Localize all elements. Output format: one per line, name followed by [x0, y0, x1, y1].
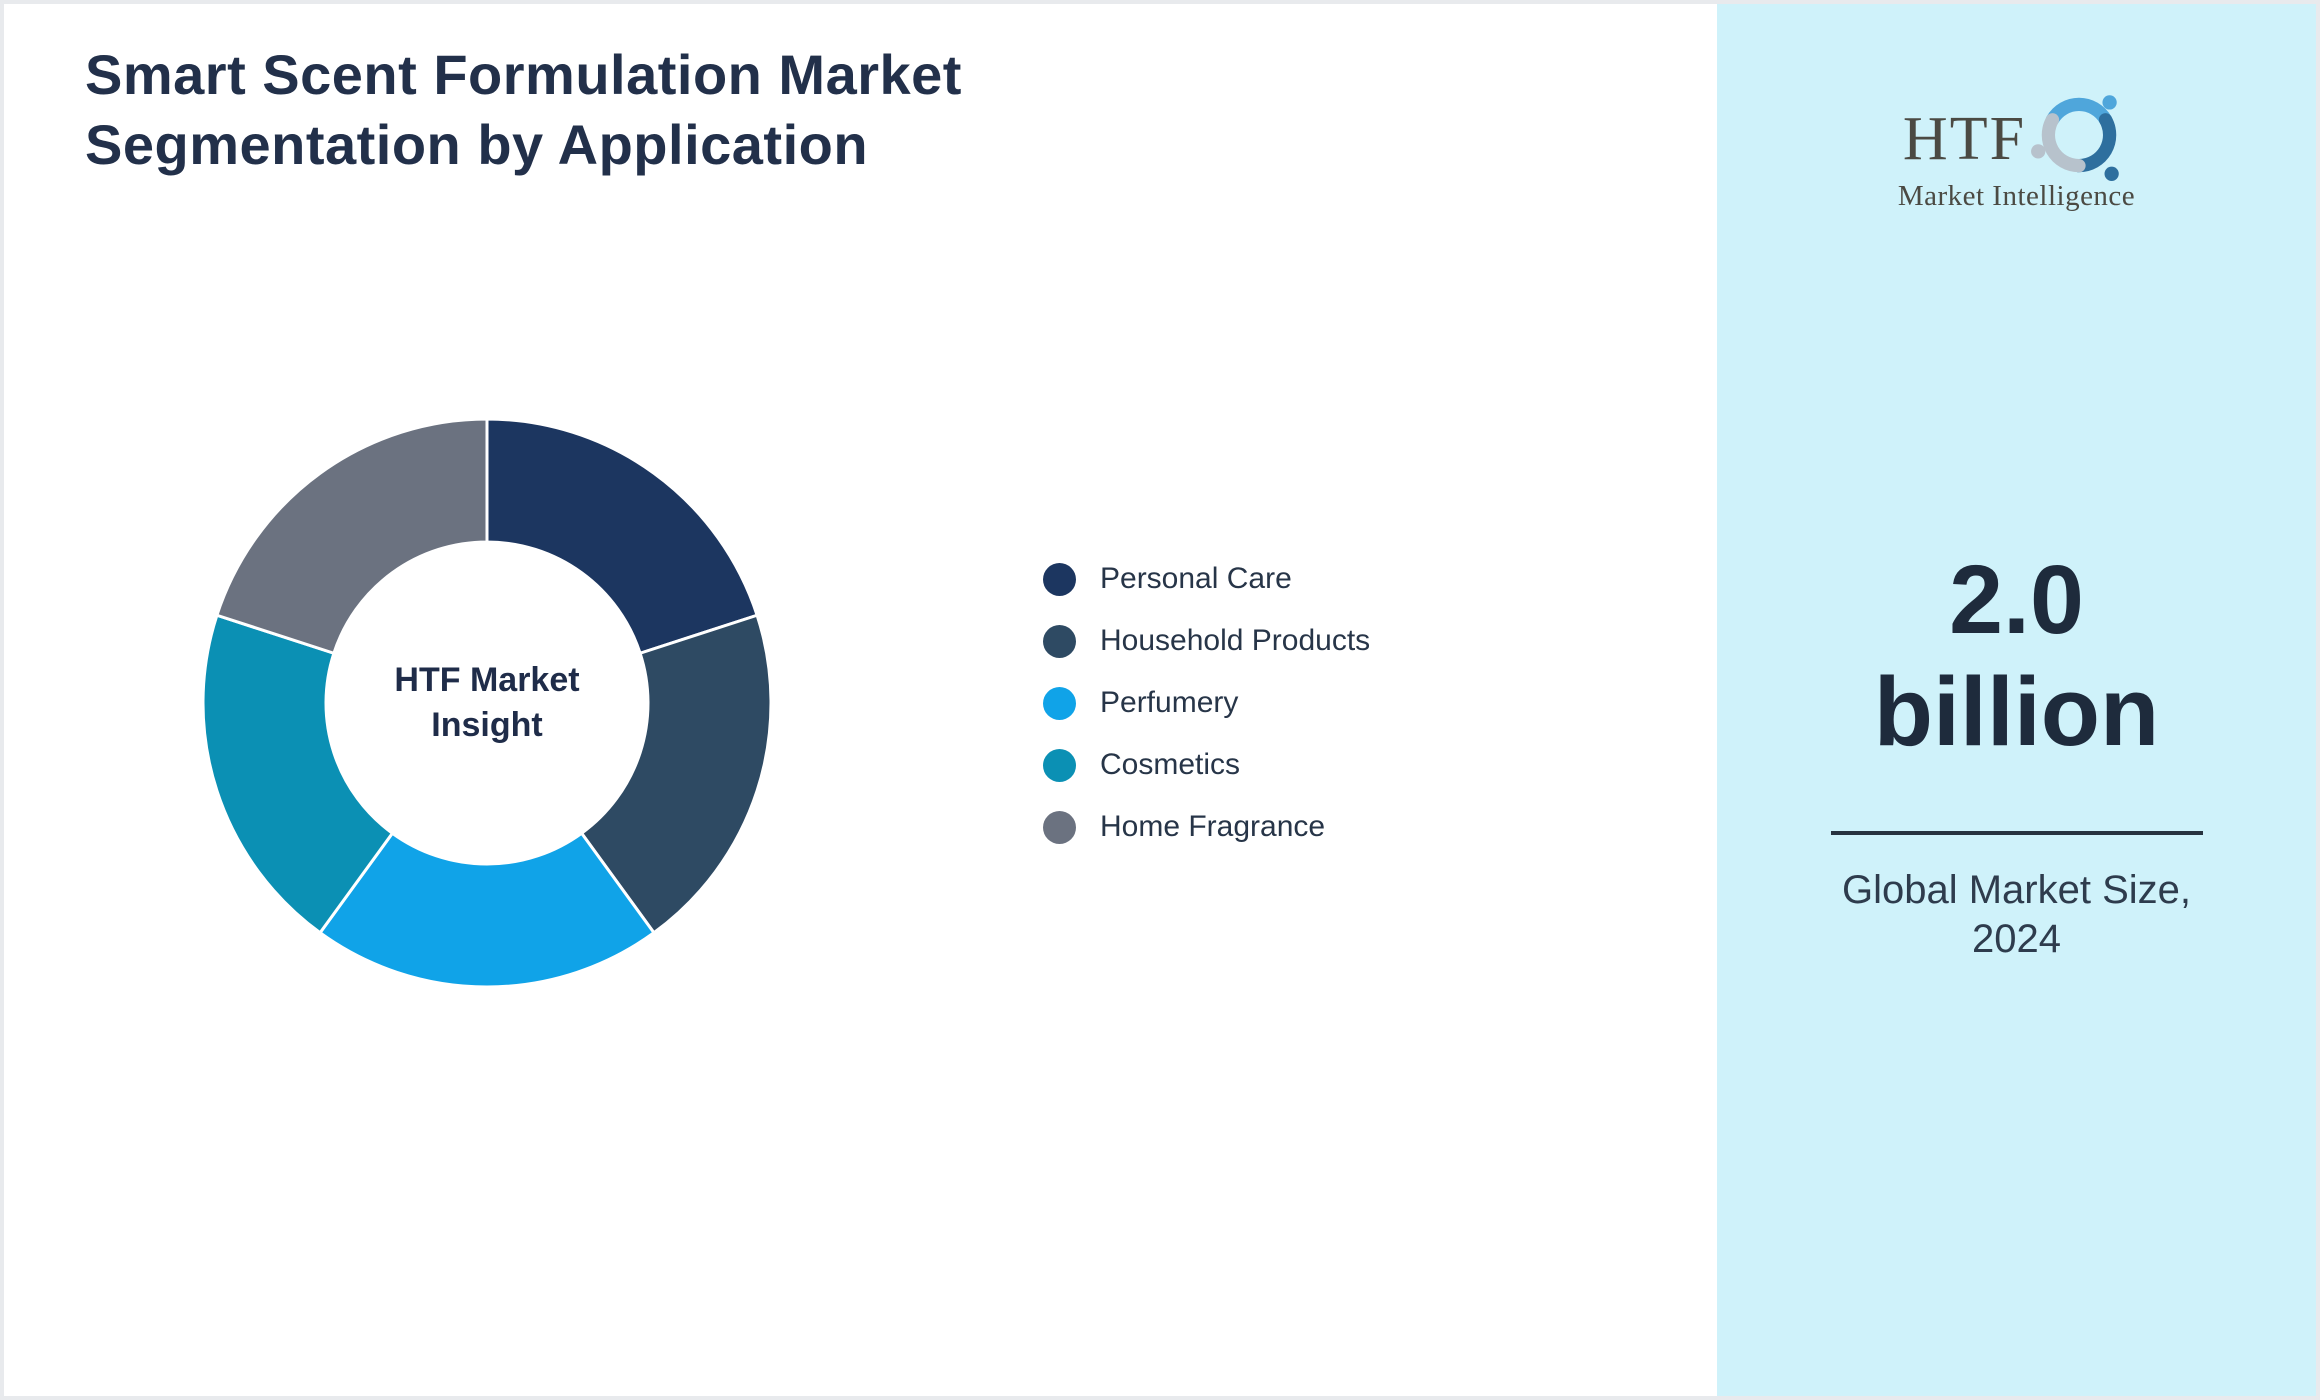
- market-size-divider: [1830, 831, 2203, 835]
- legend-item-home-fragrance: Home Fragrance: [1043, 796, 1370, 858]
- donut-segment-home-fragrance: [215, 417, 489, 655]
- htf-logo-subtext: Market Intelligence: [1897, 180, 2136, 212]
- legend-swatch: [1043, 748, 1076, 782]
- swirl-figure-gray: [2031, 113, 2086, 173]
- market-size-value-line-1: 2.0: [1949, 545, 2084, 654]
- legend-item-personal-care: Personal Care: [1043, 548, 1370, 610]
- legend-label: Personal Care: [1100, 562, 1292, 595]
- legend-swatch: [1043, 686, 1076, 720]
- donut-center-label-line-1: HTF Market: [394, 661, 580, 699]
- legend-swatch: [1043, 810, 1076, 844]
- market-size-caption-line-2: 2024: [1972, 917, 2061, 961]
- market-size-caption-line-1: Global Market Size,: [1841, 868, 2192, 912]
- legend-label: Home Fragrance: [1100, 810, 1326, 843]
- page-title-line-2: Segmentation by Application: [85, 113, 869, 176]
- legend-label: Cosmetics: [1100, 748, 1241, 781]
- swirl-figure-blue: [2045, 95, 2117, 127]
- legend-label: Household Products: [1100, 624, 1371, 657]
- swirl-figure-steel: [2072, 113, 2119, 181]
- donut-segment-household-products: [580, 613, 773, 935]
- market-size-value: 2.0 billion: [1717, 544, 2316, 768]
- market-size-caption: Global Market Size, 2024: [1717, 866, 2316, 964]
- legend-swatch: [1043, 624, 1076, 658]
- legend-item-household-products: Household Products: [1043, 610, 1370, 672]
- htf-logo: HTF Market Intelligence: [1717, 82, 2316, 213]
- donut-segment-personal-care: [485, 417, 759, 655]
- donut-segment-cosmetics: [201, 613, 394, 935]
- chart-legend: Personal Care Household Products Perfumery…: [1043, 548, 1370, 858]
- htf-logo-text: HTF: [1902, 105, 2027, 173]
- legend-label: Perfumery: [1100, 686, 1239, 719]
- donut-center-label-line-2: Insight: [431, 706, 543, 744]
- page-title: Smart Scent Formulation Market Segmentat…: [85, 40, 962, 180]
- donut-segment-perfumery: [318, 831, 656, 989]
- htf-swirl-icon: [2031, 95, 2119, 181]
- sidebar: HTF Market Intelligence: [1717, 4, 2316, 1396]
- page-title-line-1: Smart Scent Formulation Market: [85, 43, 962, 106]
- legend-swatch: [1043, 562, 1076, 596]
- legend-item-cosmetics: Cosmetics: [1043, 734, 1370, 796]
- market-size-value-line-2: billion: [1873, 657, 2160, 766]
- legend-item-perfumery: Perfumery: [1043, 672, 1370, 734]
- donut-chart: [201, 417, 773, 989]
- donut-center-label: HTF Market Insight: [287, 658, 687, 748]
- htf-logo-row: HTF: [1903, 82, 2130, 184]
